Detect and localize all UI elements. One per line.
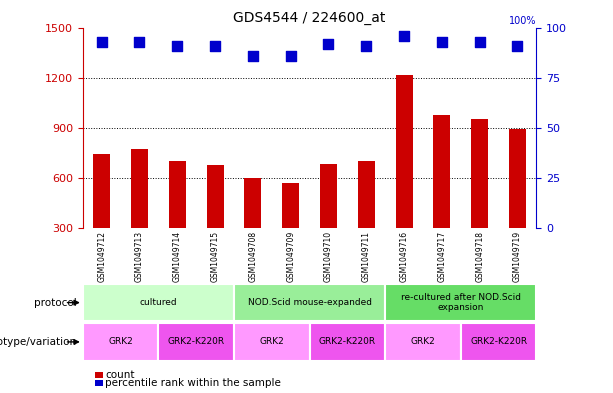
- Text: re-cultured after NOD.Scid
expansion: re-cultured after NOD.Scid expansion: [401, 293, 521, 312]
- Point: [437, 39, 447, 45]
- Text: NOD.Scid mouse-expanded: NOD.Scid mouse-expanded: [248, 298, 371, 307]
- Bar: [320, 163, 337, 228]
- Bar: [83, 323, 158, 361]
- Text: protocol: protocol: [34, 298, 80, 308]
- Bar: [385, 284, 536, 321]
- Text: genotype/variation: genotype/variation: [0, 337, 80, 347]
- Text: GRK2-K220R: GRK2-K220R: [167, 338, 225, 346]
- Text: GSM1049710: GSM1049710: [324, 231, 333, 282]
- Point: [399, 32, 409, 39]
- Text: GSM1049719: GSM1049719: [513, 231, 522, 282]
- Point: [512, 42, 522, 49]
- Bar: [282, 183, 299, 228]
- Text: GRK2-K220R: GRK2-K220R: [470, 338, 527, 346]
- Bar: [131, 149, 148, 228]
- Point: [324, 40, 333, 47]
- Bar: [207, 165, 224, 228]
- Text: GSM1049711: GSM1049711: [362, 231, 371, 282]
- Point: [172, 42, 182, 49]
- Text: GRK2: GRK2: [108, 338, 133, 346]
- Point: [286, 52, 295, 59]
- Bar: [93, 154, 110, 228]
- Bar: [158, 323, 234, 361]
- Text: GSM1049716: GSM1049716: [400, 231, 409, 282]
- Bar: [509, 129, 526, 228]
- Bar: [234, 284, 385, 321]
- Bar: [245, 178, 261, 228]
- Text: GRK2: GRK2: [411, 338, 435, 346]
- Text: GSM1049717: GSM1049717: [437, 231, 446, 282]
- Text: GSM1049718: GSM1049718: [475, 231, 484, 282]
- Bar: [385, 323, 461, 361]
- Point: [361, 42, 371, 49]
- Bar: [461, 323, 536, 361]
- Bar: [433, 115, 451, 228]
- Text: GSM1049708: GSM1049708: [248, 231, 257, 282]
- Title: GDS4544 / 224600_at: GDS4544 / 224600_at: [234, 11, 386, 25]
- Bar: [169, 161, 186, 228]
- Text: GRK2-K220R: GRK2-K220R: [319, 338, 376, 346]
- Bar: [395, 75, 413, 228]
- Bar: [234, 323, 310, 361]
- Bar: [310, 323, 385, 361]
- Point: [475, 39, 485, 45]
- Bar: [358, 161, 375, 228]
- Point: [248, 52, 257, 59]
- Text: 100%: 100%: [509, 15, 536, 26]
- Text: GSM1049713: GSM1049713: [135, 231, 144, 282]
- Text: count: count: [105, 370, 135, 380]
- Text: GSM1049715: GSM1049715: [210, 231, 219, 282]
- Point: [210, 42, 220, 49]
- Point: [97, 39, 107, 45]
- Text: GSM1049714: GSM1049714: [173, 231, 182, 282]
- Point: [134, 39, 145, 45]
- Text: GRK2: GRK2: [259, 338, 284, 346]
- Text: percentile rank within the sample: percentile rank within the sample: [105, 378, 281, 388]
- Bar: [83, 284, 234, 321]
- Text: cultured: cultured: [140, 298, 177, 307]
- Text: GSM1049709: GSM1049709: [286, 231, 295, 282]
- Bar: [471, 119, 488, 228]
- Text: GSM1049712: GSM1049712: [97, 231, 106, 282]
